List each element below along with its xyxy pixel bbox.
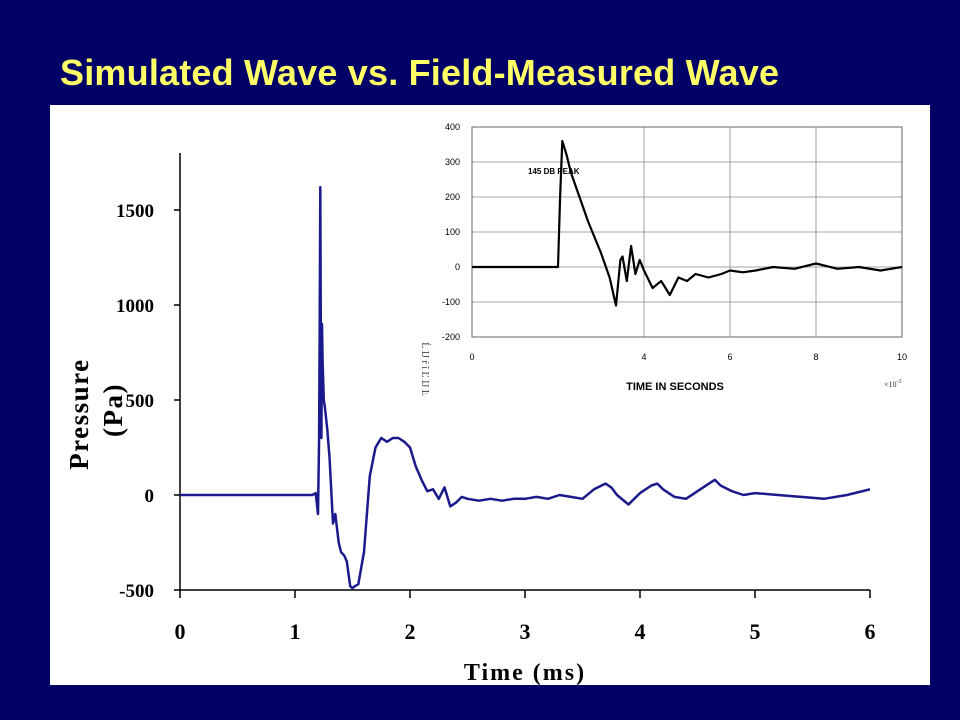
main-y-tick-label-0: -500 [119,581,154,602]
inset-y-tick-label-4: 200 [445,192,460,202]
main-y-tick-label-1: 0 [145,486,155,507]
main-y-tick-label-4: 1500 [116,201,154,222]
inset-x-tick-label-3: 8 [813,352,818,362]
inset-y-tick-label-0: -200 [442,332,460,342]
main-y-tick-label-2: 500 [126,391,155,412]
inset-background [411,107,930,412]
inset-x-ticks: 0 4 6 8 10 [469,352,907,362]
inset-x-axis-label: TIME IN SECONDS [626,381,724,393]
main-y-axis-label-line2: (Pa) [98,383,128,437]
main-y-ticks: -500 0 500 1000 1500 [116,201,180,602]
inset-fragment-label: Ĺ Ĳ ŕ ĩ Ľ Ĳ Ŀ [419,342,431,396]
inset-x-multiplier: ×10-3 [884,379,902,389]
inset-y-tick-label-2: 0 [455,262,460,272]
inset-annotation: 145 DB PEAK [528,167,580,176]
inset-y-tick-label-6: 400 [445,122,460,132]
main-y-tick-label-3: 1000 [116,296,154,317]
main-x-tick-label-4: 4 [635,619,646,644]
inset-x-tick-label-4: 10 [897,352,907,362]
main-y-axis-label: Pressure (Pa) [64,350,128,470]
main-x-tick-label-5: 5 [750,619,761,644]
inset-x-tick-label-0: 0 [469,352,474,362]
inset-y-ticks: -200 -100 0 100 200 300 400 [442,122,460,342]
inset-chart: -200 -100 0 100 200 300 400 0 4 6 8 10 145 DB PEAK… [411,107,930,412]
inset-x-tick-label-1: 4 [641,352,646,362]
main-y-axis-label-line1: Pressure [64,358,94,469]
inset-plot-frame [471,126,903,338]
main-x-tick-label-2: 2 [405,619,416,644]
inset-x-tick-label-2: 6 [727,352,732,362]
main-x-axis-label: Time (ms) [464,660,586,685]
inset-y-tick-label-5: 300 [445,157,460,167]
inset-y-tick-label-3: 100 [445,227,460,237]
inset-series-line [472,139,903,307]
main-x-tick-label-3: 3 [520,619,531,644]
main-series-line [180,185,871,590]
main-x-tick-label-0: 0 [175,619,186,644]
main-x-ticks: 0 1 2 3 4 5 6 [175,590,876,644]
slide-title: Simulated Wave vs. Field-Measured Wave [60,52,780,93]
main-x-tick-label-1: 1 [290,619,301,644]
main-x-tick-label-6: 6 [865,619,876,644]
inset-y-tick-label-1: -100 [442,297,460,307]
